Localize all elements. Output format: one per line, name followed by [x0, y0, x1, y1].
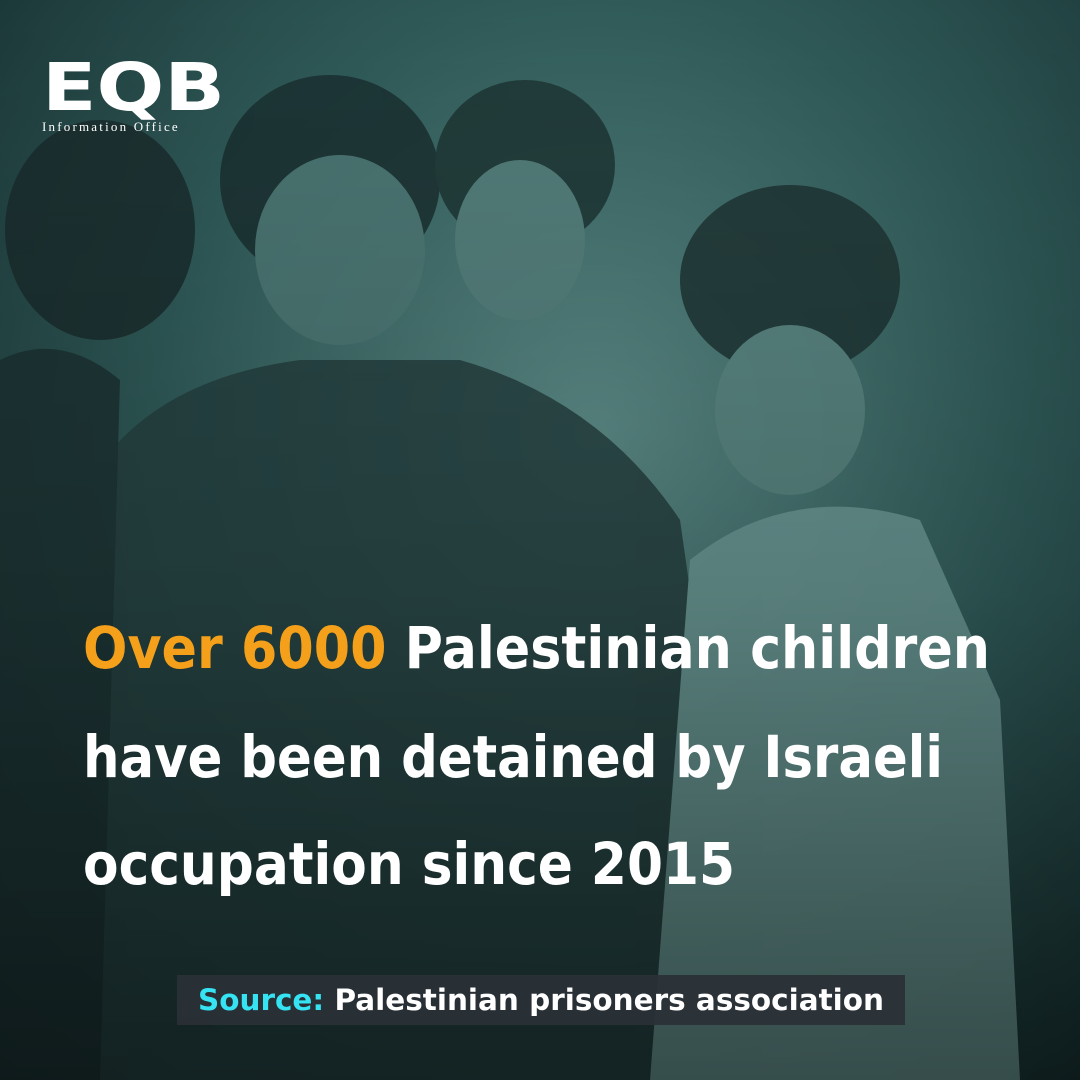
source-line: Source: Palestinian prisoners associatio… [198, 983, 884, 1017]
headline-line: occupation since 2015 [83, 830, 735, 898]
headline-line: have been detained by Israeli [83, 723, 943, 791]
source-box [177, 975, 905, 1025]
source-text: Palestinian prisoners association [334, 983, 884, 1017]
source-label: Source: [198, 983, 324, 1017]
logo-title: EQB [42, 49, 225, 126]
headline-highlight: Over 6000 [83, 614, 386, 682]
headline-line: Over 6000 Palestinian children [83, 614, 990, 682]
headline-text: Palestinian children [405, 614, 990, 682]
logo-subtitle: Information Office [42, 119, 180, 134]
